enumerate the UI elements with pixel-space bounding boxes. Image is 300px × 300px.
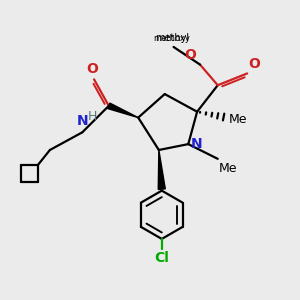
Text: O: O — [87, 62, 98, 76]
Text: methoxy: methoxy — [154, 34, 190, 43]
Text: O: O — [184, 48, 196, 62]
Text: N: N — [76, 114, 88, 128]
Text: O: O — [249, 57, 260, 71]
Polygon shape — [158, 150, 165, 189]
Text: Me: Me — [219, 162, 238, 176]
Text: Cl: Cl — [154, 251, 169, 265]
Text: methyl: methyl — [155, 33, 189, 43]
Text: N: N — [190, 137, 202, 151]
Polygon shape — [108, 103, 138, 118]
Text: H: H — [88, 110, 97, 123]
Text: Me: Me — [229, 112, 248, 126]
